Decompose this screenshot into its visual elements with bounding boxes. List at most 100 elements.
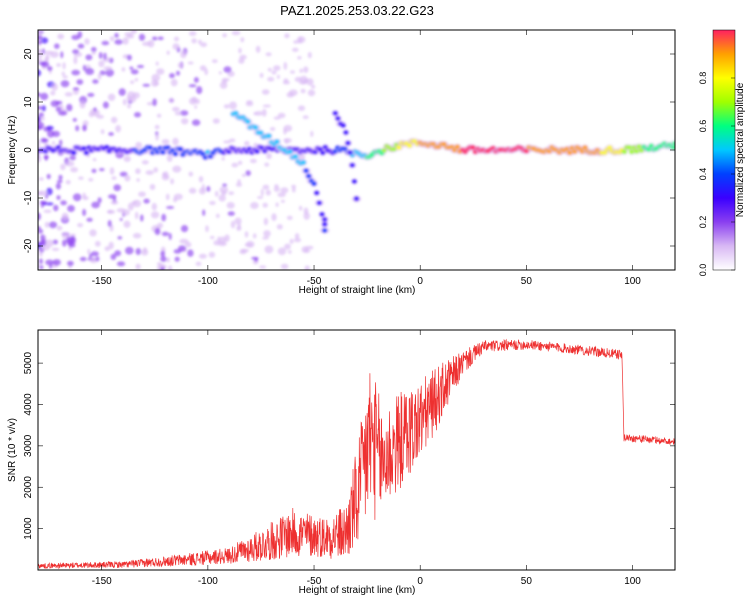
carrier-mark (470, 145, 476, 150)
noise-blob (107, 209, 113, 214)
noise-blob (180, 50, 187, 59)
noise-blob (221, 77, 230, 82)
noise-blob (98, 60, 105, 68)
noise-blob (82, 192, 86, 199)
noise-blob (187, 61, 194, 65)
noise-blob (104, 246, 111, 252)
noise-blob (96, 114, 104, 119)
noise-blob (86, 217, 93, 222)
noise-blob (103, 66, 113, 71)
noise-blob (131, 200, 137, 205)
noise-blob (93, 107, 97, 112)
noise-blob (222, 33, 228, 38)
noise-blob (188, 84, 197, 88)
noise-blob (166, 154, 173, 162)
colorbar-gradient (712, 29, 736, 271)
noise-blob (213, 240, 220, 246)
noise-blob (150, 211, 160, 219)
noise-blob (276, 224, 283, 230)
carrier-mark (454, 144, 460, 149)
noise-blob (105, 68, 114, 77)
noise-blob (100, 129, 105, 135)
noise-blob (130, 30, 137, 35)
noise-blob (95, 256, 100, 262)
noise-blob (237, 223, 241, 230)
noise-blob (263, 217, 269, 226)
noise-blob (94, 240, 101, 247)
colorbar-tick-label: 0.8 (698, 72, 708, 85)
noise-blob (111, 176, 117, 180)
noise-blob (303, 66, 309, 73)
noise-blob (82, 208, 87, 217)
noise-blob (188, 187, 197, 194)
noise-blob (267, 67, 272, 72)
noise-blob (78, 176, 84, 180)
noise-blob (135, 248, 142, 255)
noise-blob (61, 232, 70, 239)
noise-blob (107, 93, 116, 102)
carrier-mark (177, 146, 183, 152)
noise-blob (196, 86, 203, 95)
noise-blob (250, 202, 259, 209)
noise-blob (88, 177, 94, 182)
noise-blob (39, 265, 44, 270)
noise-blob (170, 78, 178, 87)
noise-blob (290, 70, 295, 74)
noise-blob (45, 239, 54, 248)
noise-blob (99, 70, 106, 76)
noise-blob (221, 156, 225, 161)
noise-blob (61, 71, 66, 76)
noise-blob (44, 154, 48, 161)
noise-blob (280, 199, 285, 203)
noise-blob (77, 31, 83, 39)
descending-branch-mark (292, 154, 299, 159)
noise-blob (138, 33, 146, 41)
noise-blob (294, 76, 303, 83)
noise-blob (259, 265, 267, 269)
colorbar: 0.0 0.2 0.4 0.6 0.8 Normalized spectral ampl… (698, 29, 746, 276)
noise-blob (50, 90, 56, 96)
noise-blob (51, 83, 58, 91)
noise-blob (97, 72, 102, 80)
noise-blob (136, 64, 145, 69)
noise-blob (143, 198, 150, 204)
noise-blob (38, 116, 41, 124)
noise-blob (40, 116, 45, 121)
snr-frame (37, 329, 676, 571)
noise-blob (90, 251, 99, 257)
noise-blob (262, 236, 269, 240)
noise-blob (46, 125, 54, 131)
noise-blob (38, 258, 43, 265)
noise-blob (202, 209, 206, 216)
noise-blob (130, 80, 135, 84)
noise-blob (174, 111, 182, 116)
carrier-mark (83, 150, 89, 155)
noise-blob (262, 184, 270, 190)
noise-blob (130, 69, 139, 75)
spectrogram-y-tick-label: 10 (23, 96, 34, 108)
noise-blob (212, 118, 220, 124)
noise-blob (38, 190, 48, 196)
noise-blob (195, 261, 202, 266)
noise-blob (219, 186, 229, 194)
noise-blob (38, 112, 44, 118)
noise-blob (124, 32, 133, 37)
noise-blob (45, 259, 54, 266)
noise-blob (173, 197, 178, 203)
descending-branch-mark (253, 125, 259, 130)
noise-blob (38, 121, 45, 130)
noise-blob (289, 238, 294, 244)
noise-blob (252, 233, 257, 239)
noise-blob (210, 235, 215, 240)
noise-blob (227, 211, 235, 216)
secondary-branch-mark (343, 130, 349, 135)
noise-blob (79, 100, 86, 109)
noise-blob (114, 250, 122, 257)
noise-blob (193, 77, 199, 83)
noise-blob (57, 33, 65, 40)
noise-blob (114, 39, 123, 45)
secondary-branch-mark (347, 150, 353, 155)
noise-blob (304, 265, 310, 270)
noise-blob (91, 201, 100, 209)
